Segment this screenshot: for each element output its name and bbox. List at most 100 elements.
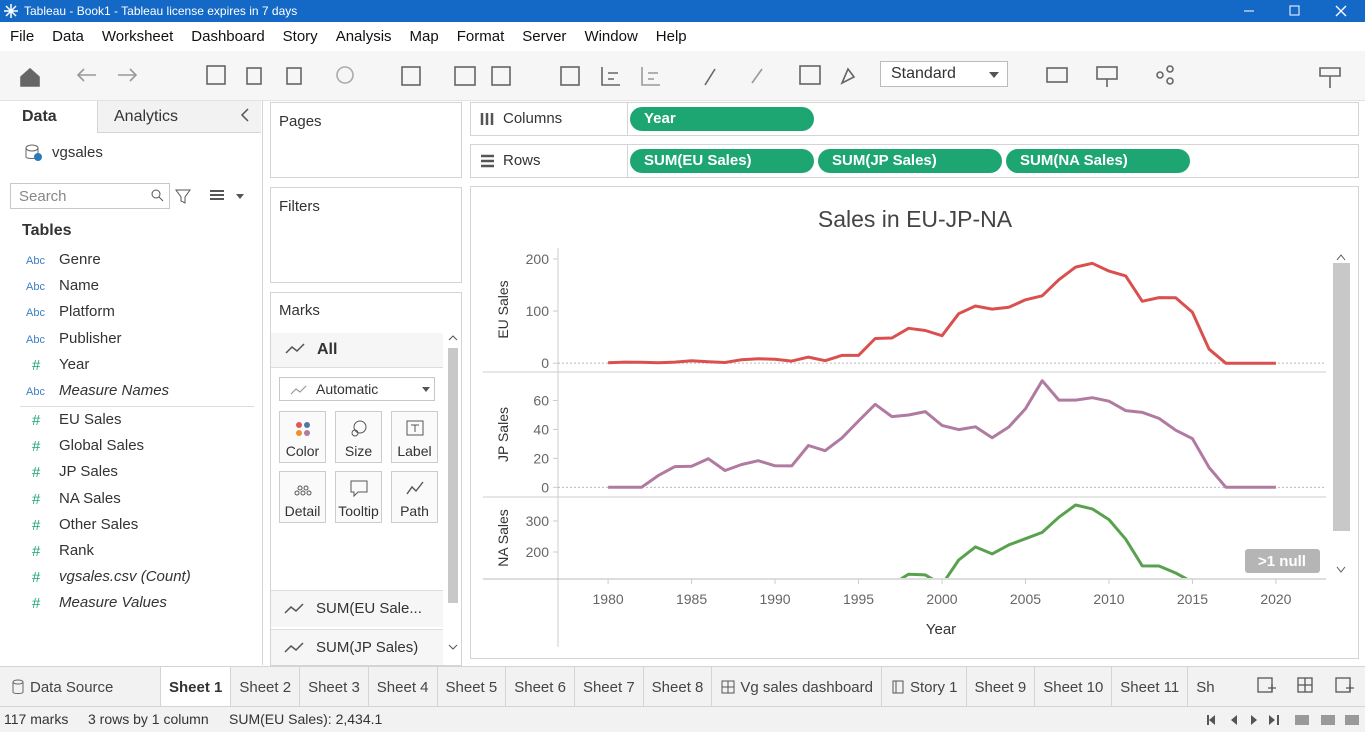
field[interactable]: # vgsales.csv (Count) <box>0 566 260 590</box>
sheet-tab[interactable]: Vg sales dashboard <box>711 667 881 707</box>
menu-item[interactable]: Server <box>522 27 567 45</box>
field[interactable]: Abc Name <box>0 275 260 299</box>
x-tick-label: 1985 <box>676 591 707 607</box>
x-tick-label: 2020 <box>1260 591 1291 607</box>
field-pill[interactable]: SUM(JP Sales) <box>818 149 1002 173</box>
mark-button[interactable]: Detail <box>279 471 326 523</box>
sheet-tab[interactable]: Sheet 4 <box>367 667 437 707</box>
search-box[interactable]: Search <box>10 183 170 209</box>
filters-label: Filters <box>279 198 320 215</box>
field-type-icon: # <box>32 516 41 534</box>
field-pill[interactable]: SUM(EU Sales) <box>630 149 814 173</box>
sheet-tab[interactable]: Sheet 8 <box>642 667 712 707</box>
sheet-tab[interactable]: Sheet 3 <box>299 667 368 707</box>
sheet-tab[interactable]: Sheet 10 <box>1034 667 1111 707</box>
sheet-tab[interactable]: Sheet 5 <box>436 667 506 707</box>
field[interactable]: Abc Genre <box>0 249 260 273</box>
menu-item[interactable]: File <box>10 27 35 45</box>
y-tick-label: 0 <box>541 479 549 495</box>
field-pill[interactable]: SUM(NA Sales) <box>1006 149 1190 173</box>
x-tick-label: 1980 <box>593 591 624 607</box>
mark-button[interactable]: Tooltip <box>335 471 382 523</box>
sheet-tab[interactable]: Sh <box>1187 667 1222 707</box>
x-tick-label: 1995 <box>843 591 874 607</box>
app-icon <box>4 4 18 18</box>
sheet-tab[interactable]: Story 1 <box>880 667 966 707</box>
field[interactable]: Abc Publisher <box>0 328 260 352</box>
menu-item[interactable]: Map <box>409 27 439 45</box>
pane-tab[interactable]: Data <box>22 108 57 125</box>
mark-button-label: Detail <box>284 503 321 519</box>
marks-scrollbar[interactable] <box>445 333 461 665</box>
datasource-name[interactable]: vgsales <box>52 144 103 161</box>
new-sheet-buttons[interactable] <box>1252 667 1365 705</box>
y-tick-label: 60 <box>533 392 549 408</box>
mark-button[interactable]: Path <box>391 471 438 523</box>
tab-label: Sh <box>1196 678 1215 696</box>
series-line <box>608 379 1276 489</box>
shelf-label: Rows <box>503 152 541 169</box>
y-axis-label: JP Sales <box>495 407 511 462</box>
menu-item[interactable]: Format <box>456 27 505 45</box>
filter-icons[interactable] <box>148 187 248 212</box>
field[interactable]: # Other Sales <box>0 514 260 538</box>
field[interactable]: Abc Measure Names <box>0 380 260 404</box>
status-text: SUM(EU Sales): 2,434.1 <box>229 711 383 727</box>
pages-label: Pages <box>279 113 322 130</box>
data-source-tab[interactable]: Data Source <box>0 667 160 707</box>
tab-label: Story 1 <box>909 678 958 696</box>
field[interactable]: # Rank <box>0 540 260 564</box>
rows-shelf: Rows SUM(EU Sales) SUM(JP Sales) SUM(NA Sal… <box>470 144 1359 178</box>
field[interactable]: # Global Sales <box>0 435 260 459</box>
sheet-tab[interactable]: Sheet 6 <box>505 667 574 707</box>
menu-item[interactable]: Dashboard <box>191 27 265 45</box>
view-size-dropdown[interactable]: Standard <box>880 61 1008 87</box>
sheet-tab[interactable]: Sheet 7 <box>573 667 643 707</box>
status-bar: 117 marks 3 rows by 1 column SUM(EU Sales)… <box>0 706 1365 732</box>
columns-shelf: Columns Year <box>470 102 1359 136</box>
mark-button[interactable]: Color <box>279 411 326 463</box>
pages-card: Pages <box>270 102 462 178</box>
sheet-tab[interactable]: Sheet 9 <box>965 667 1035 707</box>
tab-label: Data Source <box>30 678 114 696</box>
menu-item[interactable]: Story <box>282 27 318 45</box>
mark-field[interactable]: SUM(EU Sale... <box>271 590 443 627</box>
mark-button[interactable]: Size <box>335 411 382 463</box>
sheet-tab[interactable]: Sheet 1 <box>160 667 231 707</box>
y-tick-label: 300 <box>526 513 550 529</box>
field[interactable]: Abc Platform <box>0 301 260 325</box>
field[interactable]: # NA Sales <box>0 488 260 512</box>
menu-item[interactable]: Worksheet <box>101 27 174 45</box>
field[interactable]: # JP Sales <box>0 461 260 485</box>
tab-icon <box>12 679 24 694</box>
collapse-button[interactable] <box>240 108 250 127</box>
menu-item[interactable]: Analysis <box>335 27 392 45</box>
tab-icon <box>892 680 904 694</box>
field-type-icon: # <box>32 438 41 456</box>
menu-item[interactable]: Data <box>52 27 84 45</box>
mark-button[interactable]: Label <box>391 411 438 463</box>
mark-field-label: SUM(JP Sales) <box>316 639 419 656</box>
mark-type-dropdown[interactable]: Automatic <box>279 377 435 401</box>
marks-all[interactable]: All <box>271 333 443 368</box>
field[interactable]: # EU Sales <box>0 409 260 433</box>
title-bar: Tableau - Book1 - Tableau license expire… <box>0 0 1365 22</box>
shelf-icon <box>481 154 494 168</box>
menu-item[interactable]: Help <box>655 27 687 45</box>
status-controls[interactable] <box>1195 712 1365 728</box>
field[interactable]: # Measure Values <box>0 592 260 616</box>
field-pill[interactable]: Year <box>630 107 814 131</box>
menu-item[interactable]: Window <box>584 27 638 45</box>
mark-field[interactable]: SUM(JP Sales) <box>271 629 443 665</box>
sheet-tab[interactable]: Sheet 2 <box>230 667 299 707</box>
null-indicator-bg <box>1245 549 1320 573</box>
field-name: Name <box>59 277 100 295</box>
field[interactable]: # Year <box>0 354 260 378</box>
marks-label: Marks <box>279 302 320 319</box>
tab-label: Sheet 2 <box>239 678 292 696</box>
sheet-tab[interactable]: Sheet 11 <box>1111 667 1187 707</box>
pane-tab[interactable]: Analytics <box>97 101 261 133</box>
tab-label: Sheet 11 <box>1120 678 1180 696</box>
window-controls[interactable] <box>1240 3 1360 19</box>
